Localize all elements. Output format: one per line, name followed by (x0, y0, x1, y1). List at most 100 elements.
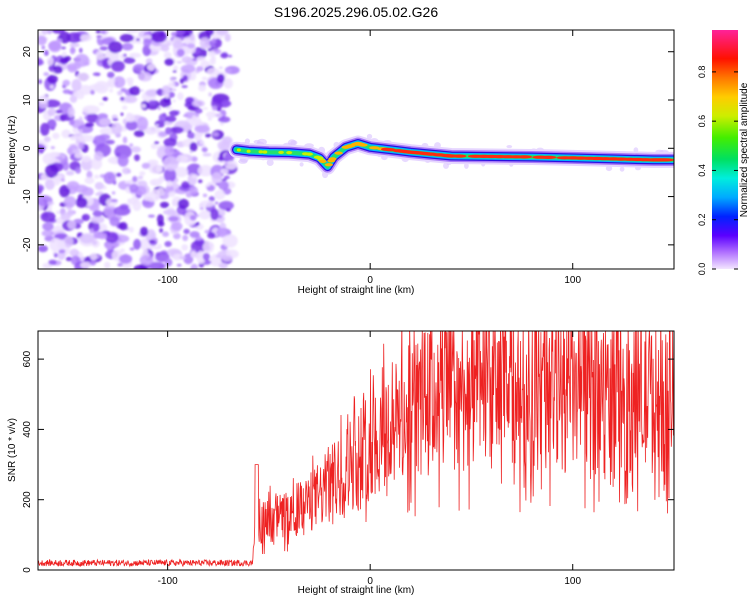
noise-blob (187, 132, 196, 139)
noise-blob (145, 58, 153, 65)
noise-blob (221, 255, 233, 262)
noise-blob (190, 263, 198, 269)
ridge-core (358, 143, 368, 147)
ridge-core (236, 148, 241, 152)
noise-blob (141, 104, 147, 108)
noise-blob (61, 46, 66, 50)
colorbar-tick-label: 0.4 (697, 164, 707, 177)
noise-blob (202, 152, 212, 157)
noise-blob (177, 198, 189, 210)
noise-blob (199, 140, 205, 145)
noise-blob (67, 106, 75, 118)
noise-blob (76, 72, 90, 82)
noise-blob (66, 32, 82, 43)
noise-blob (52, 65, 63, 74)
noise-blob (169, 40, 174, 44)
noise-blob (191, 174, 199, 179)
noise-blob (44, 178, 55, 190)
noise-blob (176, 48, 185, 57)
noise-blob (122, 136, 128, 144)
noise-blob (119, 254, 133, 264)
noise-blob (123, 53, 127, 57)
noise-blob (95, 30, 101, 34)
noise-blob (93, 151, 104, 161)
noise-blob (203, 245, 211, 251)
noise-blob (73, 91, 79, 97)
noise-blob (171, 31, 177, 37)
noise-blob (98, 223, 108, 232)
noise-blob (104, 242, 113, 250)
noise-blob (48, 259, 57, 265)
noise-blob (142, 200, 152, 206)
noise-blob (168, 191, 176, 197)
noise-blob (151, 189, 160, 196)
noise-blob (163, 137, 177, 147)
noise-blob (189, 186, 199, 195)
noise-blob (142, 34, 152, 40)
noise-blob (48, 40, 62, 53)
noise-blob (38, 245, 48, 253)
snr-panel: -100 0 100 0 200 400 600 Height of straight li… (7, 330, 675, 596)
noise-blob (106, 198, 118, 207)
noise-blob (166, 106, 173, 110)
noise-blob (62, 79, 71, 87)
noise-blob (114, 144, 132, 159)
noise-blob (217, 140, 231, 151)
noise-blob (103, 205, 117, 217)
noise-blob (129, 226, 134, 233)
noise-blob (61, 129, 71, 139)
noise-blob (204, 229, 211, 234)
snr-y-tick-label: 0 (22, 567, 33, 573)
spectrogram-y-tick-label: -20 (22, 237, 33, 252)
noise-blob (42, 222, 54, 231)
noise-blob (132, 176, 138, 183)
noise-blob (50, 146, 55, 150)
noise-blob (222, 234, 238, 248)
ridge-core (324, 163, 333, 167)
noise-blob (143, 38, 152, 48)
noise-blob (181, 244, 189, 251)
noise-blob (170, 126, 184, 134)
noise-blob (69, 118, 75, 126)
noise-blob (97, 113, 108, 120)
noise-blob (143, 126, 161, 134)
noise-blob (179, 255, 186, 260)
noise-blob (98, 134, 111, 140)
noise-blob (172, 70, 177, 73)
noise-blob (164, 258, 173, 267)
noise-blob (199, 210, 211, 220)
noise-blob (120, 88, 127, 93)
noise-blob (194, 125, 210, 133)
noise-blob (52, 132, 60, 140)
noise-blob (164, 58, 174, 66)
noise-blob (117, 263, 123, 267)
noise-blob (196, 250, 206, 264)
noise-blob (47, 74, 58, 84)
noise-blob (41, 30, 48, 36)
noise-blob (158, 113, 168, 123)
noise-blob (163, 156, 179, 171)
noise-blob (38, 79, 43, 85)
noise-blob (69, 46, 76, 55)
noise-blob (51, 30, 66, 34)
noise-blob (54, 233, 69, 240)
noise-blob (176, 155, 189, 163)
noise-blob (63, 235, 74, 248)
noise-blob (75, 167, 82, 174)
noise-blob (127, 80, 134, 87)
noise-blob (186, 163, 203, 177)
ridge-core (334, 151, 343, 155)
noise-blob (205, 111, 217, 118)
noise-blob (103, 171, 116, 185)
noise-blob (176, 61, 183, 64)
noise-blob (109, 216, 120, 227)
noise-blob (220, 168, 229, 174)
noise-blob (92, 210, 103, 217)
spectrogram-x-tick-label: 100 (564, 275, 581, 286)
noise-blob (77, 232, 82, 237)
noise-blob (147, 261, 166, 269)
noise-blob (181, 181, 190, 189)
noise-blob (177, 92, 184, 101)
spectrogram-y-tick-label: 0 (22, 145, 33, 151)
